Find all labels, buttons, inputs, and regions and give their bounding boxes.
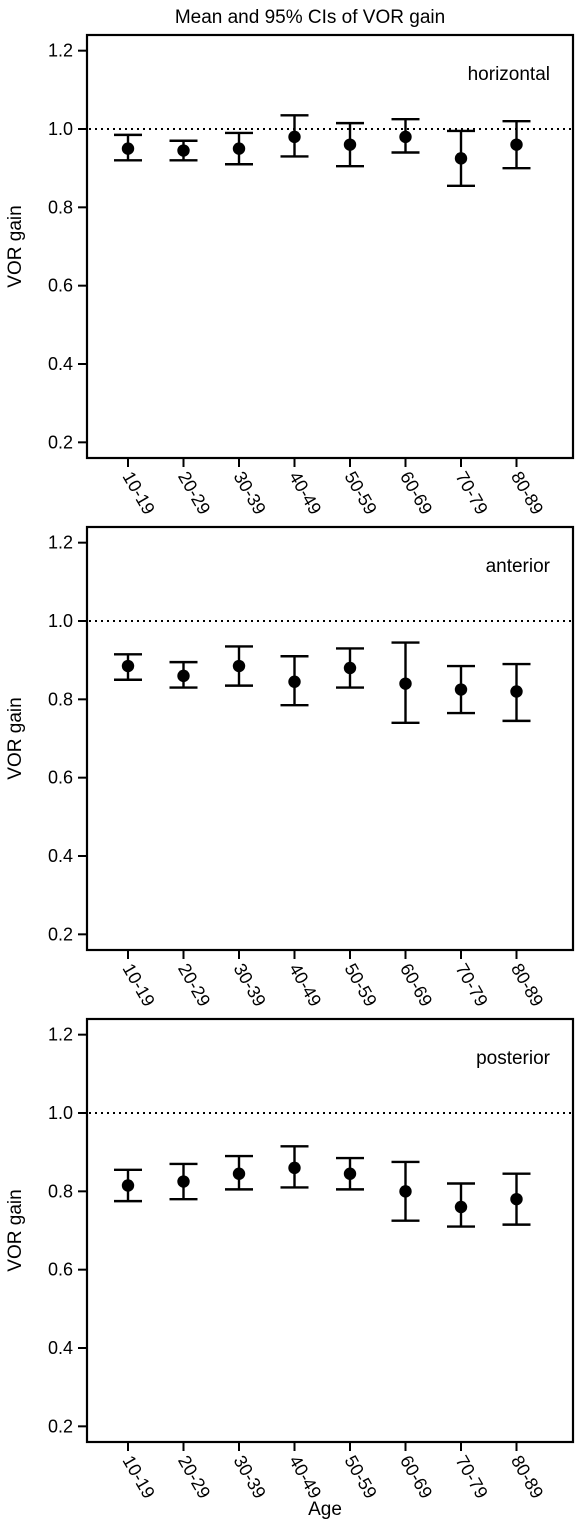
panel-label: posterior — [476, 1048, 551, 1069]
x-tick-label: 30-39 — [230, 1452, 270, 1502]
y-tick-label: 1.2 — [48, 533, 73, 553]
x-tick-label: 30-39 — [230, 468, 270, 518]
mean-point — [121, 142, 135, 155]
y-tick-label: 0.6 — [48, 1260, 73, 1280]
plot-frame — [85, 1017, 575, 1444]
panel-label: anterior — [486, 556, 551, 577]
x-tick-label: 50-59 — [341, 960, 381, 1010]
figure-title: Mean and 95% CIs of VOR gain — [175, 7, 445, 28]
panel-label: horizontal — [468, 64, 550, 85]
mean-point — [454, 683, 468, 696]
x-tick-label: 40-49 — [285, 1452, 325, 1502]
y-tick-label: 0.8 — [48, 689, 73, 709]
mean-point — [510, 1192, 523, 1206]
y-axis-title: VOR gain — [5, 1189, 26, 1271]
y-tick-label: 0.8 — [48, 1181, 73, 1201]
mean-point — [454, 152, 468, 165]
y-axis-title: VOR gain — [5, 697, 26, 779]
x-tick-label: 30-39 — [230, 960, 270, 1010]
y-tick-label: 1.0 — [48, 119, 73, 139]
y-tick-label: 0.6 — [48, 276, 73, 296]
y-tick-label: 0.6 — [48, 768, 73, 788]
chart-panel-horizontal: 0.2 0.4 0.6 0.8 1.0 1.2 VOR gain horizontal 10-1… — [5, 33, 575, 518]
x-tick-label: 70-79 — [452, 468, 492, 518]
mean-point — [343, 661, 357, 675]
mean-point — [399, 677, 412, 690]
mean-point — [288, 130, 301, 144]
x-tick-label: 10-19 — [119, 468, 159, 518]
x-tick-label: 10-19 — [119, 960, 159, 1010]
mean-point — [288, 1161, 301, 1175]
x-tick-label: 70-79 — [452, 960, 492, 1010]
chart-panel-anterior: 0.2 0.4 0.6 0.8 1.0 1.2 VOR gain anterior 10-19 2… — [5, 525, 575, 1010]
plot-frame — [85, 33, 575, 460]
x-tick-label: 60-69 — [396, 1452, 436, 1502]
x-axis-title: Age — [308, 1499, 342, 1520]
mean-point — [510, 138, 523, 151]
mean-point — [177, 144, 190, 157]
y-tick-label: 1.0 — [48, 1103, 73, 1123]
mean-point — [343, 138, 357, 151]
mean-point — [177, 1175, 190, 1188]
x-tick-label: 20-29 — [174, 1452, 214, 1502]
x-tick-label: 80-89 — [507, 1452, 547, 1502]
x-tick-label: 60-69 — [396, 468, 436, 518]
y-tick-label: 0.4 — [48, 354, 73, 374]
y-tick-label: 0.4 — [48, 1338, 73, 1358]
chart-panels: 0.2 0.4 0.6 0.8 1.0 1.2 VOR gain horizontal 10-1… — [5, 33, 575, 1502]
mean-point — [510, 685, 523, 698]
y-tick-label: 1.0 — [48, 611, 73, 631]
x-tick-label: 10-19 — [119, 1452, 159, 1502]
x-tick-label: 60-69 — [396, 960, 436, 1010]
y-tick-label: 1.2 — [48, 1025, 73, 1045]
mean-point — [454, 1200, 468, 1214]
x-tick-label: 40-49 — [285, 468, 325, 518]
y-axis-title: VOR gain — [5, 205, 26, 287]
plot-frame — [85, 525, 575, 952]
mean-point — [232, 659, 246, 673]
mean-point — [399, 130, 412, 144]
mean-point — [343, 1167, 357, 1180]
mean-point — [232, 1167, 246, 1180]
x-tick-label: 80-89 — [507, 468, 547, 518]
x-tick-label: 20-29 — [174, 960, 214, 1010]
x-tick-label: 50-59 — [341, 1452, 381, 1502]
x-tick-label: 40-49 — [285, 960, 325, 1010]
y-tick-label: 0.2 — [48, 432, 73, 452]
x-tick-label: 20-29 — [174, 468, 214, 518]
y-tick-label: 1.2 — [48, 41, 73, 61]
chart-panel-posterior: 0.2 0.4 0.6 0.8 1.0 1.2 VOR gain posterior 10-19… — [5, 1017, 575, 1502]
y-tick-label: 0.4 — [48, 846, 73, 866]
y-tick-label: 0.2 — [48, 1416, 73, 1436]
x-tick-label: 80-89 — [507, 960, 547, 1010]
mean-point — [288, 675, 301, 688]
x-tick-label: 50-59 — [341, 468, 381, 518]
mean-point — [232, 142, 246, 155]
y-tick-label: 0.8 — [48, 197, 73, 217]
x-tick-label: 70-79 — [452, 1452, 492, 1502]
mean-point — [121, 659, 135, 673]
y-tick-label: 0.2 — [48, 924, 73, 944]
mean-point — [399, 1185, 412, 1198]
mean-point — [121, 1179, 135, 1192]
mean-point — [177, 669, 190, 683]
